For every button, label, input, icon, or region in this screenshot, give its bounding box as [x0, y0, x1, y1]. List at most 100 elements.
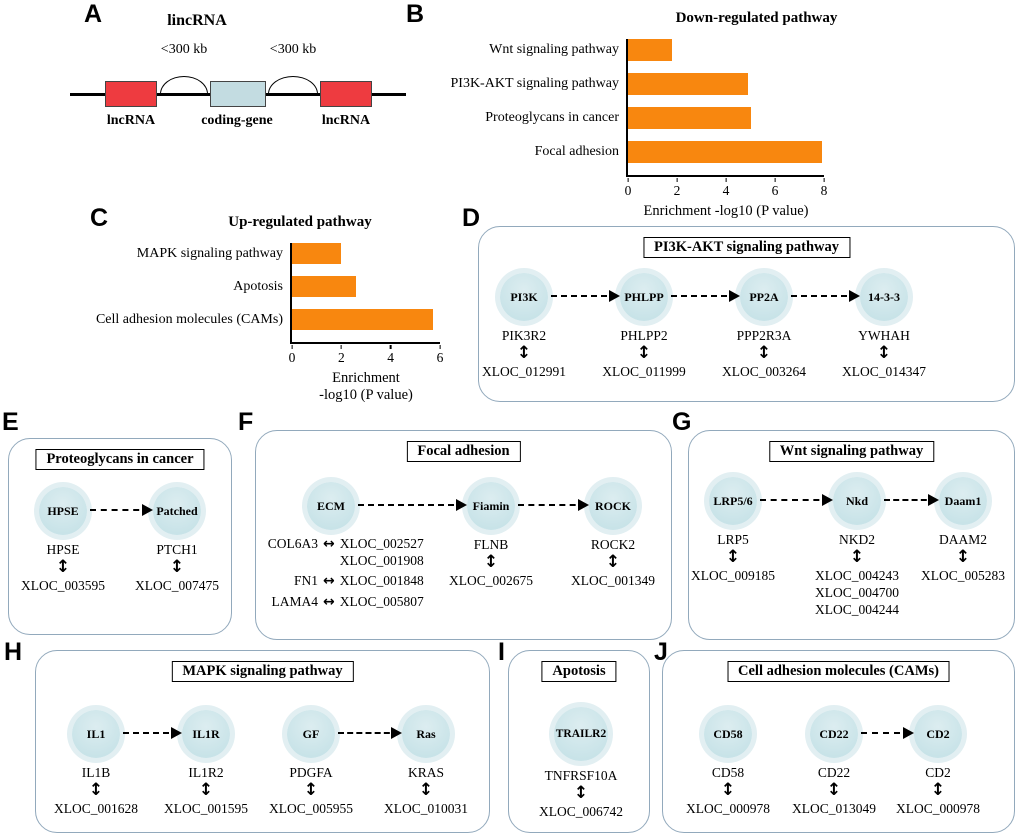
- pathway-node: PI3K PIK3R2 XLOC_012991: [474, 273, 574, 380]
- panel-letter-i: I: [498, 638, 505, 666]
- chart-bar: [292, 243, 342, 264]
- dashed-arrow-icon: [861, 727, 914, 739]
- node-circle-ecm: ECM: [307, 482, 355, 530]
- chart-tick-label: 4: [723, 178, 730, 199]
- xloc-label: XLOC_003264: [722, 364, 806, 379]
- up-down-arrow-icon: [484, 554, 498, 571]
- gene-label: PPP2R3A: [736, 328, 792, 343]
- up-down-arrow-icon: [877, 345, 891, 362]
- node-circle-cd2: CD2: [914, 710, 962, 758]
- panel-a-title: lincRNA: [167, 12, 227, 29]
- gene-label: KRAS: [407, 765, 444, 780]
- panel-f-box: Focal adhesion ECM Fiamin FLNB XLOC_0026…: [255, 430, 672, 640]
- dashed-arrow-icon: [518, 499, 589, 511]
- pathway-node: Patched PTCH1 XLOC_007475: [127, 487, 227, 594]
- chart-tick-label: 8: [821, 178, 828, 199]
- xloc-label: XLOC_001848: [339, 573, 424, 588]
- up-down-arrow-icon: [757, 345, 771, 362]
- distance-bracket-left: [160, 76, 208, 94]
- pathway-node: PHLPP PHLPP2 XLOC_011999: [594, 273, 694, 380]
- node-circle-pi3k: PI3K: [500, 273, 548, 321]
- xloc-label: XLOC_001908: [339, 553, 424, 568]
- panel-letter-j: J: [654, 638, 668, 666]
- up-down-arrow-icon: [637, 345, 651, 362]
- lncrna-box-left: [105, 81, 157, 107]
- xloc-label: XLOC_000978: [896, 801, 980, 816]
- up-down-arrow-icon: [56, 559, 70, 576]
- xloc-label: XLOC_002527: [339, 536, 424, 551]
- gene-xloc-pair: COL6A3 XLOC_002527 XLOC_001908: [260, 535, 424, 569]
- panel-e-title: Proteoglycans in cancer: [35, 449, 205, 470]
- gene-label: TNFRSF10A: [544, 768, 618, 783]
- up-down-arrow-icon: [956, 549, 970, 566]
- node-circle-pp2a: PP2A: [740, 273, 788, 321]
- gene-label: HPSE: [46, 542, 80, 557]
- chart-bar: [292, 309, 433, 330]
- gene-label: IL1B: [81, 765, 111, 780]
- pathway-node: GF PDGFA XLOC_005955: [261, 710, 361, 817]
- coding-gene-box: [210, 81, 266, 107]
- chart-tick-label: 2: [674, 178, 681, 199]
- up-down-arrow-icon: [419, 782, 433, 799]
- panel-j-title: Cell adhesion molecules (CAMs): [727, 661, 950, 682]
- panel-f-title: Focal adhesion: [406, 441, 521, 462]
- chart-category-label: PI3K-AKT signaling pathway: [450, 76, 620, 91]
- distance-bracket-right: [268, 76, 318, 94]
- lncrna-box-right: [320, 81, 372, 107]
- dashed-arrow-icon: [90, 504, 153, 516]
- up-down-arrow-icon: [827, 782, 841, 799]
- chart-title: Up-regulated pathway: [228, 214, 372, 230]
- gene-xloc-pair: FN1 XLOC_001848: [260, 572, 424, 590]
- panel-letter-g: G: [672, 408, 692, 436]
- panel-e-box: Proteoglycans in cancer HPSE HPSE XLOC_0…: [8, 438, 232, 635]
- coding-gene-label: coding-gene: [201, 113, 273, 128]
- gene-label: PDGFA: [289, 765, 333, 780]
- xloc-label: XLOC_001595: [164, 801, 248, 816]
- node-circle-cd58: CD58: [704, 710, 752, 758]
- panel-j-box: Cell adhesion molecules (CAMs) CD58 CD58…: [662, 650, 1015, 833]
- up-down-arrow-icon: [517, 345, 531, 362]
- panel-d-title: PI3K-AKT signaling pathway: [642, 237, 851, 258]
- xloc-label: XLOC_007475: [135, 578, 219, 593]
- pathway-node: 14-3-3 YWHAH XLOC_014347: [834, 273, 934, 380]
- panel-g-box: Wnt signaling pathway LRP5/6 LRP5 XLOC_0…: [688, 430, 1015, 640]
- up-down-arrow-icon: [931, 782, 945, 799]
- up-down-arrow-icon: [850, 549, 864, 566]
- node-circle-14-3-3: 14-3-3: [860, 273, 908, 321]
- node-circle-trailr2: TRAILR2: [554, 707, 608, 761]
- up-down-arrow-icon: [574, 785, 588, 802]
- lncrna-label-right: lncRNA: [321, 113, 371, 128]
- gene-label: COL6A3: [267, 536, 318, 551]
- xloc-label: XLOC_013049: [792, 801, 876, 816]
- gene-label: FLNB: [473, 537, 509, 552]
- gene-label: PTCH1: [156, 542, 198, 557]
- pathway-node: Nkd NKD2 XLOC_004243 XLOC_004700 XLOC_00…: [807, 477, 907, 618]
- panel-a-lincrna-schematic: lincRNA <300 kb <300 kb lncRNA coding-ge…: [62, 0, 418, 142]
- chart-bar: [628, 39, 673, 61]
- chart-x-axis-label: Enrichment -log10 (P value): [319, 370, 413, 404]
- panel-h-box: MAPK signaling pathway IL1 IL1B XLOC_001…: [35, 650, 490, 833]
- panel-i-box: Apotosis TRAILR2 TNFRSF10A XLOC_006742: [508, 650, 650, 833]
- xloc-label: XLOC_014347: [842, 364, 926, 379]
- chart-x-axis-label: Enrichment -log10 (P value): [643, 203, 809, 219]
- left-right-arrow-icon: [323, 593, 335, 611]
- gene-label: CD22: [817, 765, 851, 780]
- lncrna-label-left: lncRNA: [106, 113, 156, 128]
- node-circle-rock: ROCK: [589, 482, 637, 530]
- panel-i-title: Apotosis: [541, 661, 617, 682]
- pathway-node: HPSE HPSE XLOC_003595: [13, 487, 113, 594]
- gene-label: LAMA4: [271, 594, 319, 609]
- node-circle-ras: Ras: [402, 710, 450, 758]
- chart-tick-label: 0: [289, 345, 296, 366]
- up-down-arrow-icon: [721, 782, 735, 799]
- chart-bar: [292, 276, 357, 297]
- chart-category-label: Wnt signaling pathway: [489, 42, 619, 57]
- xloc-label: XLOC_011999: [602, 364, 686, 379]
- ecm-gene-xloc-pairs: COL6A3 XLOC_002527 XLOC_001908 FN1 XLOC_…: [260, 535, 424, 611]
- chart-bar: [628, 107, 751, 129]
- gene-label: DAAM2: [938, 532, 987, 547]
- dashed-arrow-icon: [551, 290, 620, 302]
- dashed-arrow-icon: [123, 727, 182, 739]
- gene-label: PHLPP2: [620, 328, 668, 343]
